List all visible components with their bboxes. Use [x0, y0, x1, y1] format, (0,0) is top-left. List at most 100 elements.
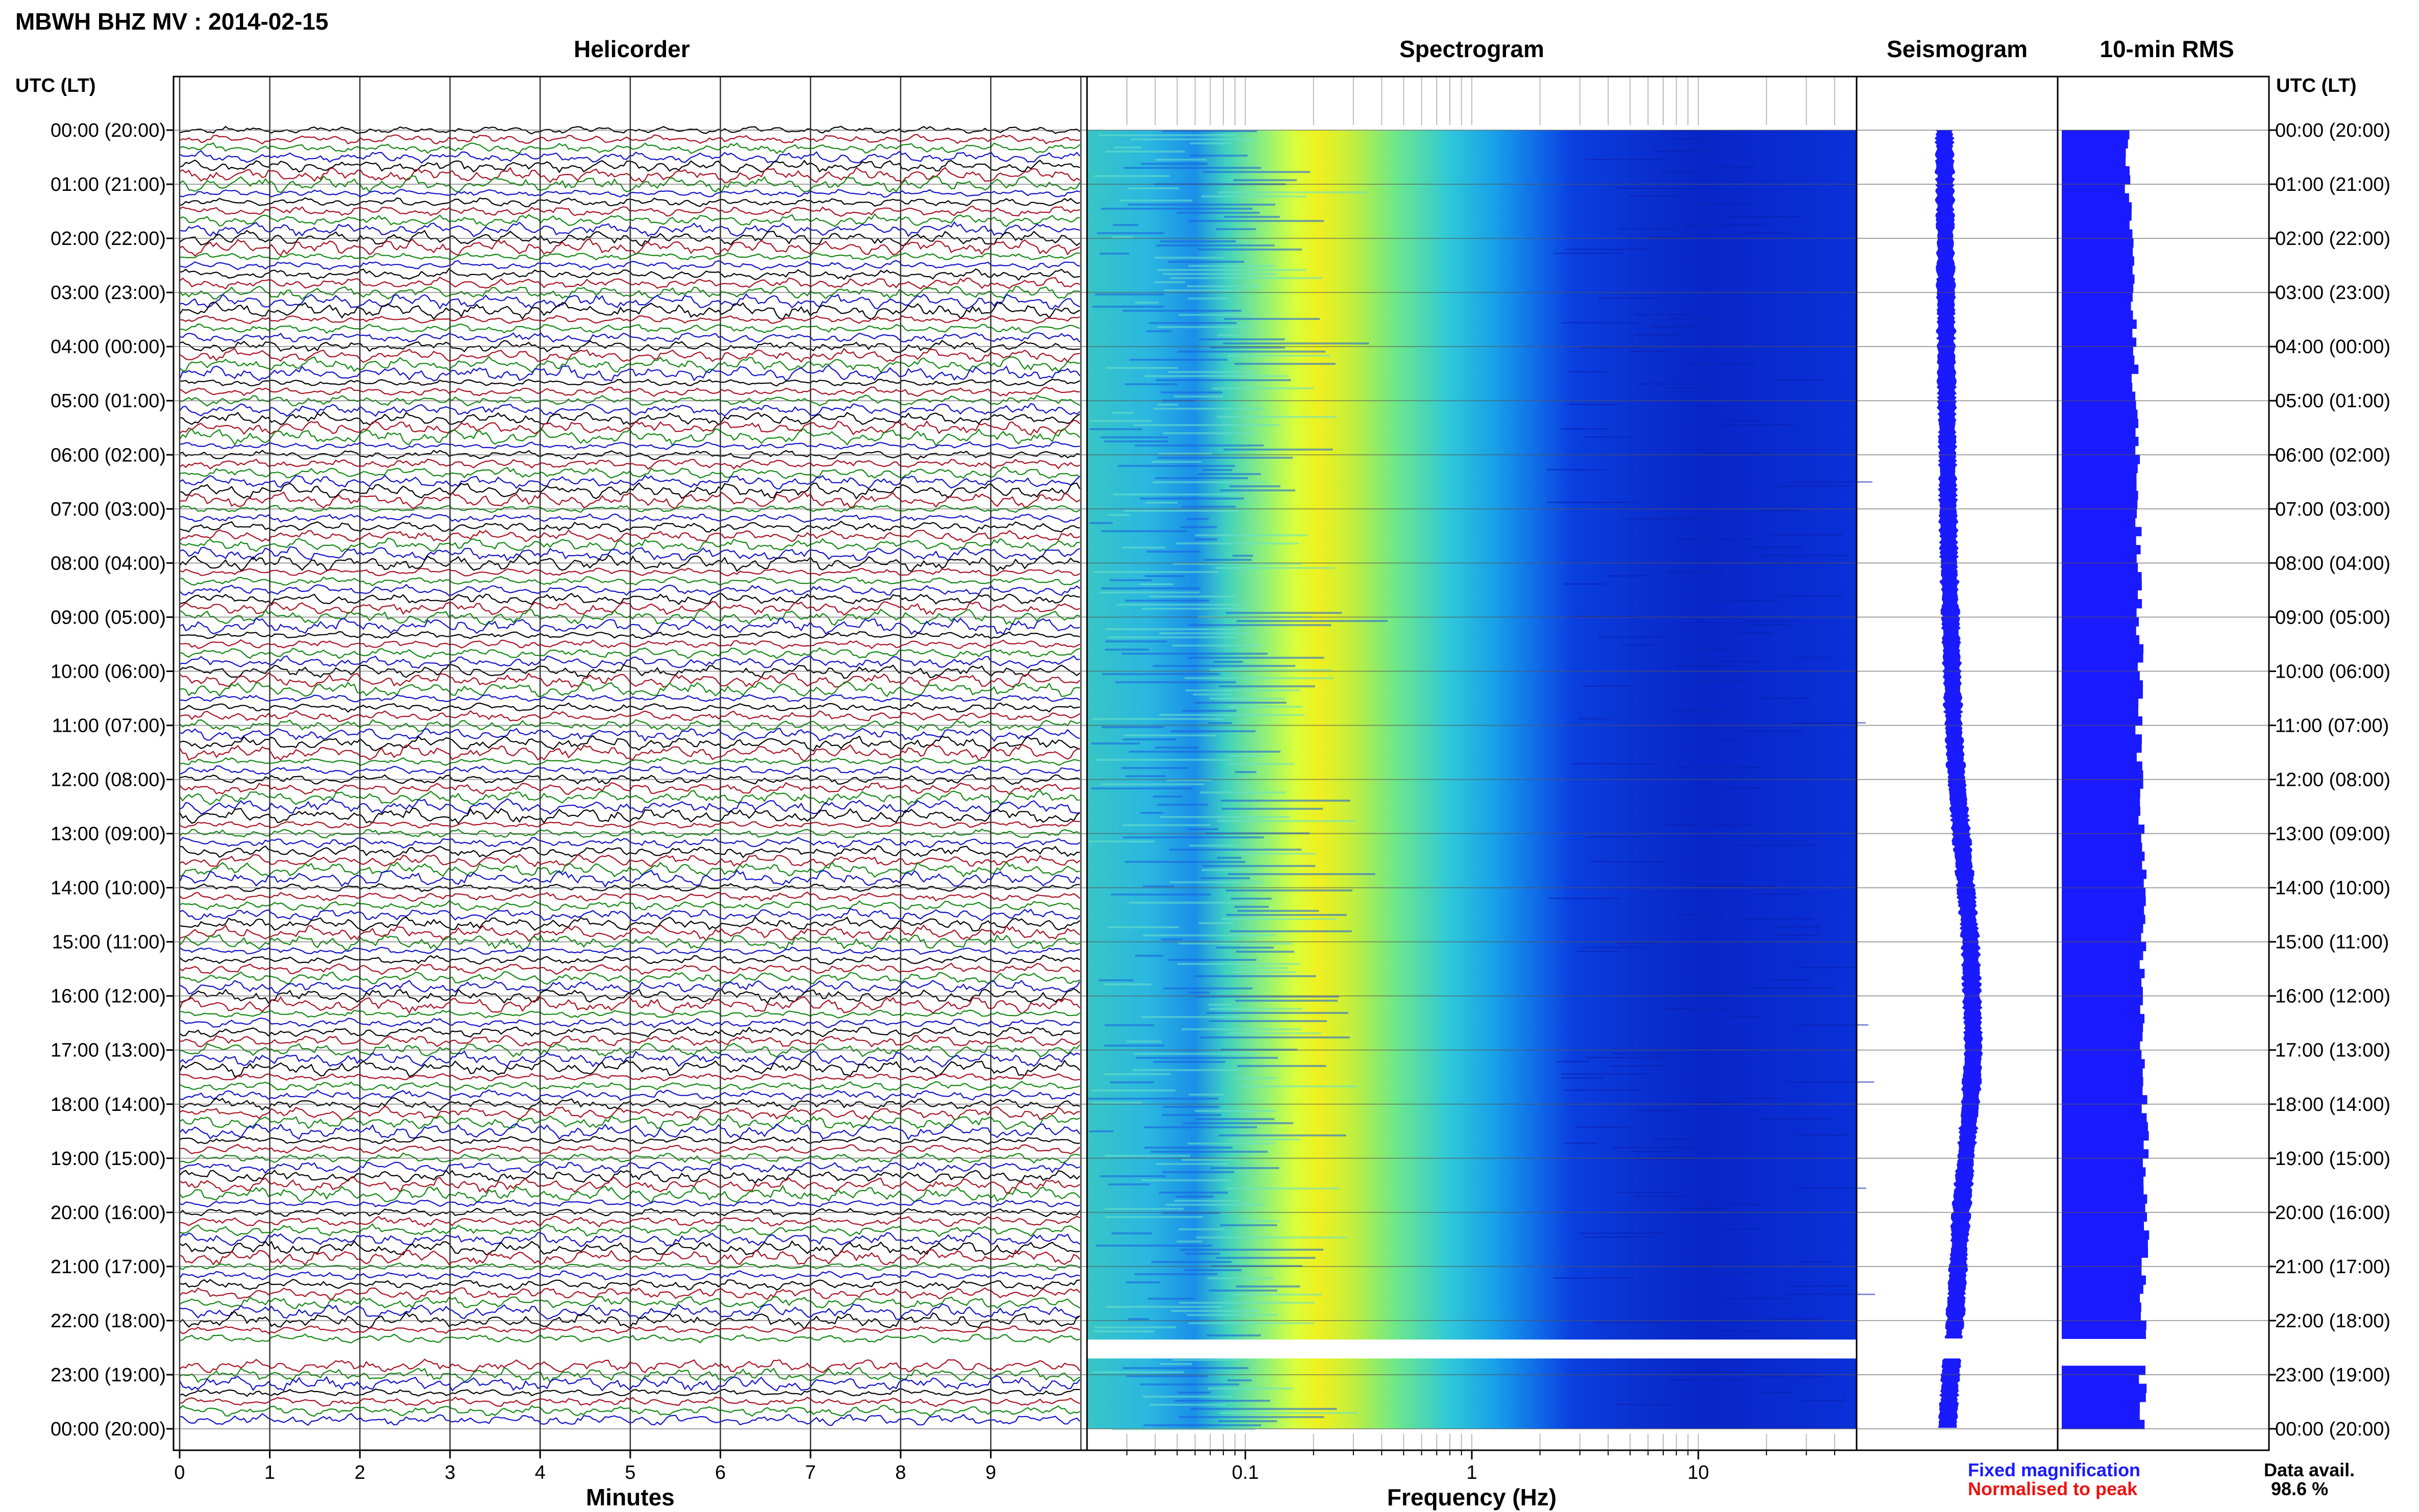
rms-panel [2062, 130, 2150, 1429]
minutes-tick-label: 5 [625, 1462, 635, 1483]
time-axis-label-left: UTC (LT) [15, 75, 96, 96]
rms-bar [2062, 337, 2137, 347]
rms-bar [2062, 1402, 2140, 1411]
hour-label-right: 20:00 (16:00) [2275, 1202, 2390, 1224]
rms-bar [2062, 1059, 2145, 1069]
rms-bar [2062, 951, 2143, 960]
time-axis-label-right: UTC (LT) [2276, 75, 2357, 96]
hour-label-right: 02:00 (22:00) [2275, 228, 2390, 250]
hour-label-left: 00:00 (20:00) [51, 120, 166, 141]
data-availability-label: Data avail. [2264, 1459, 2355, 1480]
minutes-tick-label: 4 [535, 1462, 546, 1483]
hour-label-left: 12:00 (08:00) [51, 770, 166, 791]
rms-bar [2062, 1104, 2142, 1114]
hour-label-right: 13:00 (09:00) [2275, 824, 2390, 845]
rms-bar [2062, 527, 2142, 536]
hour-label-left: 16:00 (12:00) [51, 986, 166, 1007]
rms-bar [2062, 707, 2138, 717]
rms-bar [2062, 969, 2145, 978]
frequency-axis-title: Frequency (Hz) [1387, 1484, 1557, 1510]
rms-bar [2062, 905, 2144, 915]
spectrogram-panel [1087, 77, 1875, 1450]
rms-bar [2062, 1221, 2144, 1231]
rms-bar [2062, 1185, 2144, 1195]
hour-label-left: 22:00 (18:00) [51, 1310, 166, 1332]
rms-bar [2062, 1383, 2147, 1393]
rms-bar [2062, 1131, 2149, 1141]
rms-bar [2062, 689, 2143, 699]
rms-bar [2062, 1113, 2147, 1123]
rms-bar [2062, 301, 2131, 311]
rms-bar [2062, 1050, 2142, 1059]
hour-label-left: 17:00 (13:00) [51, 1040, 166, 1061]
rms-bar [2062, 1329, 2146, 1339]
rms-bar [2062, 842, 2142, 852]
minutes-tick-label: 1 [264, 1462, 275, 1483]
rms-bar [2062, 274, 2135, 284]
rms-bar [2062, 1212, 2147, 1222]
rms-bar [2062, 1266, 2142, 1276]
rms-bar [2062, 1248, 2148, 1258]
rms-bar [2062, 1167, 2146, 1177]
rms-bar [2062, 599, 2142, 609]
minutes-tick-label: 2 [355, 1462, 365, 1483]
rms-bar [2062, 391, 2136, 401]
rms-bar [2062, 536, 2136, 546]
rms-bar [2062, 1095, 2148, 1105]
rms-bar [2062, 1014, 2144, 1024]
rms-bar [2062, 1393, 2146, 1402]
minutes-tick-label: 9 [985, 1462, 996, 1483]
rms-bar [2062, 148, 2126, 158]
rms-bar [2062, 1041, 2140, 1051]
hour-label-left: 19:00 (15:00) [51, 1148, 166, 1170]
rms-bar [2062, 788, 2140, 798]
rms-bar [2062, 1320, 2146, 1330]
hour-label-left: 15:00 (11:00) [52, 932, 166, 953]
hour-label-left: 05:00 (01:00) [51, 390, 166, 412]
rms-bar [2062, 626, 2136, 636]
hour-label-right: 10:00 (06:00) [2275, 661, 2390, 682]
helicorder-heading: Helicorder [574, 36, 690, 62]
rms-heading: 10-min RMS [2100, 36, 2234, 62]
rms-bar [2062, 211, 2132, 221]
rms-bar [2062, 292, 2133, 302]
rms-bar [2062, 1158, 2143, 1168]
hour-labels: 00:00 (20:00) 00:00 (20:00) 01:00 (21:00) 0… [51, 120, 2390, 1440]
rms-bar [2062, 1230, 2150, 1240]
rms-bar [2062, 364, 2139, 374]
rms-bar [2062, 1149, 2149, 1159]
rms-bar [2062, 545, 2141, 555]
rms-bar [2062, 960, 2140, 970]
rms-bar [2062, 860, 2142, 870]
rms-bar [2062, 139, 2128, 148]
hour-label-left: 18:00 (14:00) [51, 1094, 166, 1116]
hour-label-left: 02:00 (22:00) [51, 228, 166, 250]
frequency-tick-label: 10 [1688, 1462, 1709, 1483]
hour-label-left: 11:00 (07:00) [52, 715, 166, 736]
rms-bar [2062, 166, 2130, 176]
rms-bar [2062, 1122, 2148, 1132]
rms-bar [2062, 941, 2146, 951]
rms-bar [2062, 355, 2135, 365]
rms-bar [2062, 1005, 2140, 1014]
rms-bar [2062, 374, 2132, 383]
rms-bar [2062, 734, 2142, 744]
rms-bar [2062, 590, 2138, 600]
rms-bar [2062, 310, 2133, 320]
hour-label-left: 03:00 (23:00) [51, 282, 166, 304]
hour-label-right: 00:00 (20:00) [2275, 1419, 2390, 1440]
rms-bar [2062, 617, 2139, 627]
seismogram-heading: Seismogram [1887, 36, 2028, 62]
rms-bar [2062, 851, 2145, 861]
hour-label-right: 17:00 (13:00) [2275, 1040, 2390, 1061]
rms-bar [2062, 878, 2144, 888]
hour-label-left: 01:00 (21:00) [51, 174, 166, 195]
rms-bar [2062, 202, 2132, 212]
hour-label-left: 21:00 (17:00) [51, 1256, 166, 1278]
hour-gridlines [174, 130, 2269, 1429]
rms-bar [2062, 157, 2126, 167]
seismogram-panel [1934, 130, 1983, 1428]
rms-bar [2062, 473, 2137, 482]
rms-bar [2062, 482, 2137, 491]
rms-bar [2062, 1023, 2143, 1032]
